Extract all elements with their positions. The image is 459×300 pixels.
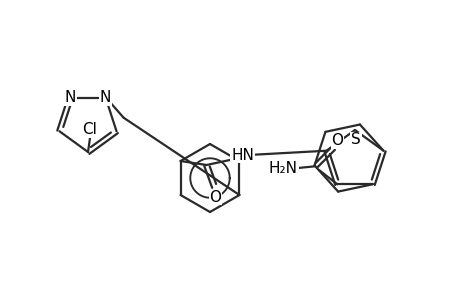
Text: O: O: [209, 190, 221, 205]
Text: S: S: [350, 133, 360, 148]
Text: Cl: Cl: [82, 122, 97, 137]
Text: N: N: [65, 90, 76, 105]
Text: O: O: [330, 133, 342, 148]
Text: N: N: [100, 90, 111, 105]
Text: H₂N: H₂N: [268, 161, 297, 176]
Text: HN: HN: [230, 148, 253, 163]
